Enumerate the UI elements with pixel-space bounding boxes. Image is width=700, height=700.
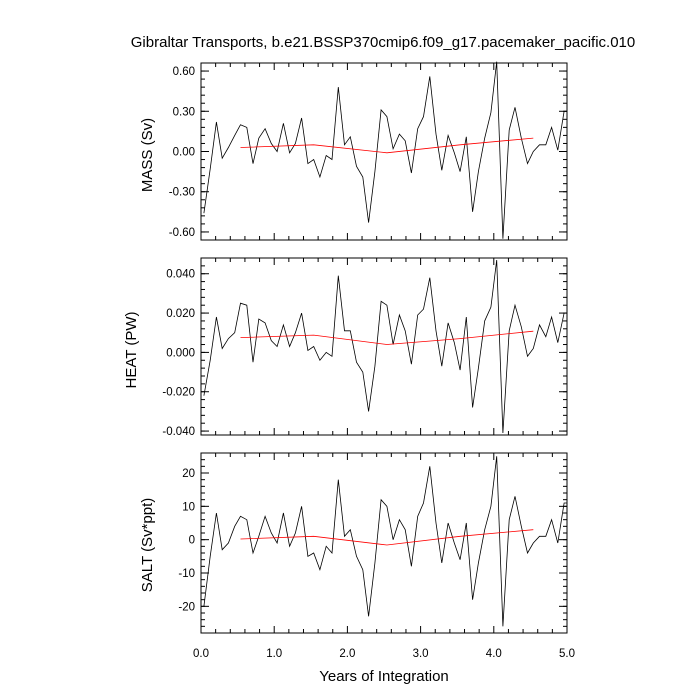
x-tick-label: 4.0 xyxy=(486,648,502,660)
xlabel: Years of Integration xyxy=(319,668,449,685)
y-tick-label: 20 xyxy=(182,468,195,480)
panel-mass: MASS (Sv) xyxy=(139,118,156,192)
plot-heat: -0.040 -0.020 0.000 0.020 0.040 xyxy=(162,257,568,438)
panel-salt: SALT (Sv*ppt) xyxy=(139,498,156,592)
x-tick-label: 5.0 xyxy=(559,648,575,660)
y-tick-label: -0.30 xyxy=(169,187,195,199)
ylabel-heat: HEAT (PW) xyxy=(123,312,140,389)
plot-frame xyxy=(200,452,568,634)
y-tick-label: 0.60 xyxy=(173,66,195,78)
y-tick-label: 0.30 xyxy=(173,106,195,118)
x-tick-label: 1.0 xyxy=(266,648,282,660)
series-line-annual xyxy=(203,61,567,239)
y-tick-label: -10 xyxy=(178,568,195,580)
series-line-mean xyxy=(240,330,534,345)
y-tick-label: -0.020 xyxy=(162,387,195,399)
plot-mass: -0.60 -0.30 0.00 0.30 0.60 xyxy=(169,61,568,241)
y-tick-label: -0.60 xyxy=(169,227,195,239)
y-tick-label: 0.00 xyxy=(173,147,195,159)
y-tick-label: 10 xyxy=(182,501,195,513)
y-tick-label: 0.040 xyxy=(166,269,195,281)
y-tick-label: 0.000 xyxy=(166,347,195,359)
y-tick-label: -20 xyxy=(178,601,195,613)
plot-frame xyxy=(200,257,568,436)
series-line-annual xyxy=(203,456,567,627)
panel-heat: HEAT (PW) xyxy=(123,312,140,389)
plot-salt: -20 -10 0 10 20 0.0 1.0 2.0 3.0 4.0 5.0 xyxy=(178,452,575,660)
chart-title: Gibraltar Transports, b.e21.BSSP370cmip6… xyxy=(131,34,635,51)
x-tick-label: 0.0 xyxy=(193,648,209,660)
y-tick-label: -0.040 xyxy=(162,426,195,438)
series-line-mean xyxy=(240,529,534,546)
y-tick-label: 0 xyxy=(189,535,195,547)
ylabel-mass: MASS (Sv) xyxy=(139,118,156,192)
series-line-mean xyxy=(240,137,534,154)
ylabel-salt: SALT (Sv*ppt) xyxy=(139,498,156,592)
series-line-annual xyxy=(203,259,567,434)
x-tick-label: 2.0 xyxy=(339,648,355,660)
x-tick-label: 3.0 xyxy=(413,648,429,660)
y-tick-label: 0.020 xyxy=(166,308,195,320)
